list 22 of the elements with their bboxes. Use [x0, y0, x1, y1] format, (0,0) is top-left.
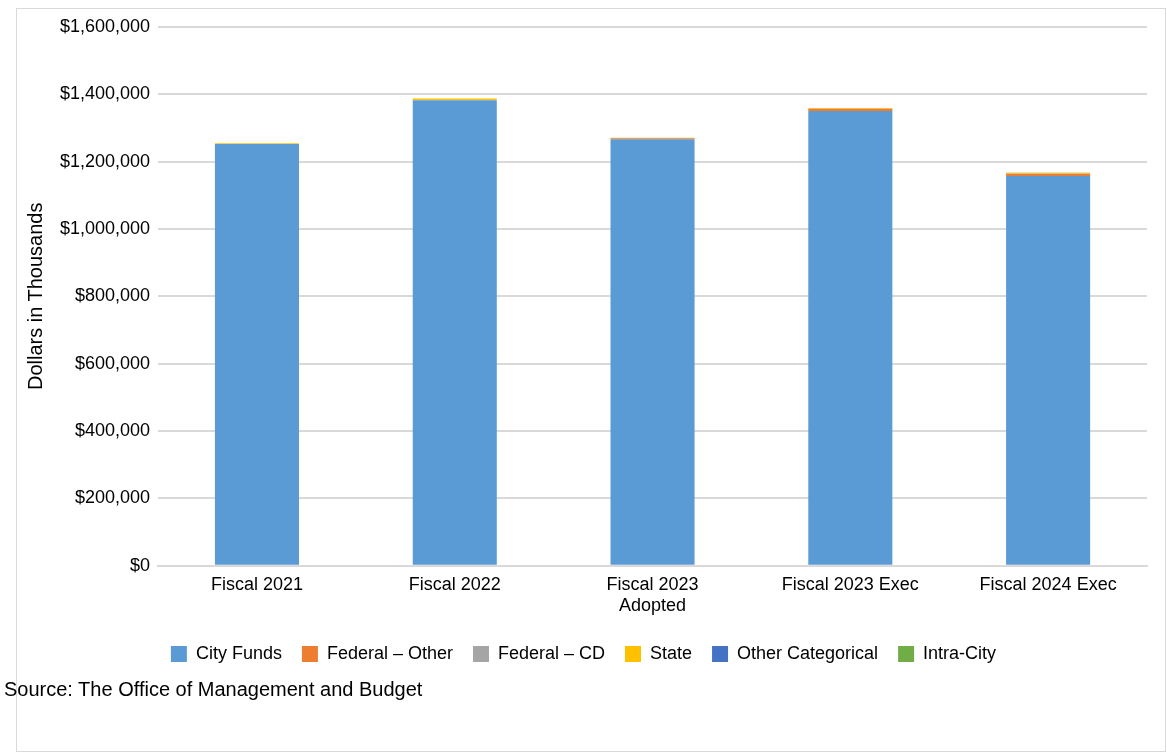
y-tick-label: $600,000: [75, 352, 151, 373]
y-tick-label: $1,600,000: [59, 15, 151, 36]
legend-label: Federal – Other: [326, 642, 453, 663]
y-tick-label: $200,000: [75, 487, 151, 508]
y-axis-title: Dollars in Thousands: [23, 202, 46, 391]
x-tick-label: Fiscal 2022: [408, 573, 501, 594]
x-tick-label: Fiscal 2023 Adopted: [606, 573, 699, 616]
legend-label: Federal – CD: [497, 642, 606, 663]
y-tick-label: $400,000: [75, 420, 151, 441]
legend-label: City Funds: [195, 642, 282, 663]
x-tick-label: Fiscal 2021: [210, 573, 304, 594]
legend-label: Intra-City: [923, 642, 997, 663]
x-tick-label: Fiscal 2024 Exec: [979, 573, 1117, 594]
y-tick-label: $1,200,000: [59, 150, 151, 171]
x-tick-label: Fiscal 2023 Exec: [781, 573, 919, 594]
y-tick-label: $0: [130, 554, 151, 575]
legend-label: Other Categorical: [737, 642, 879, 663]
y-tick-label: $800,000: [75, 285, 151, 306]
y-tick-label: $1,400,000: [59, 83, 151, 104]
source-note: Source: The Office of Management and Budget: [4, 678, 423, 701]
y-tick-label: $1,000,000: [59, 217, 151, 238]
legend-label: State: [650, 642, 693, 663]
